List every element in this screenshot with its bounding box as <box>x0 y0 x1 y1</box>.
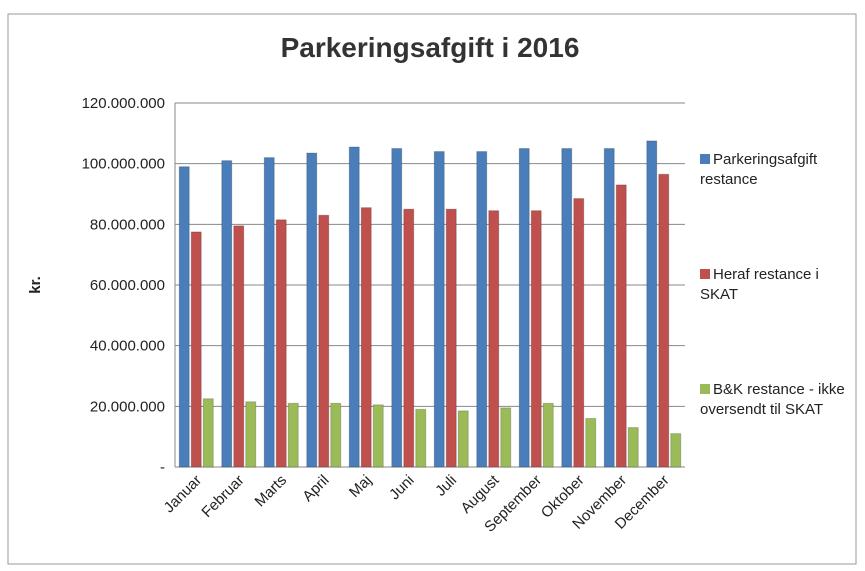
bar <box>202 398 214 468</box>
bar <box>391 148 403 468</box>
bar <box>445 208 457 468</box>
x-tick-label: Maj <box>346 472 375 501</box>
bar <box>627 427 639 468</box>
bar <box>500 407 512 468</box>
bar <box>433 151 445 468</box>
x-tick-label: Marts <box>252 472 291 511</box>
bar <box>670 433 682 468</box>
bar <box>561 148 573 468</box>
bar <box>573 198 585 468</box>
bar <box>603 148 615 468</box>
chart-title: Parkeringsafgift i 2016 <box>281 32 580 63</box>
bar <box>585 417 597 468</box>
bar <box>245 401 257 468</box>
legend-label: Heraf restance i SKAT <box>700 266 819 303</box>
bar <box>542 402 554 468</box>
y-axis-label: kr. <box>27 276 44 294</box>
bar <box>330 402 342 468</box>
bar <box>372 404 384 468</box>
bar <box>615 184 627 468</box>
bar <box>318 214 330 468</box>
y-tick-label: 100.000.000 <box>82 156 165 173</box>
bar <box>415 408 427 468</box>
bar <box>360 207 372 468</box>
y-tick-label: - <box>160 459 165 476</box>
bar <box>263 157 275 468</box>
legend-swatch <box>700 384 710 394</box>
bar <box>190 231 202 468</box>
y-tick-label: 40.000.000 <box>90 338 165 355</box>
legend-item: Heraf restance i SKAT <box>700 265 850 305</box>
y-tick-label: 60.000.000 <box>90 277 165 294</box>
bar <box>658 173 670 468</box>
bar <box>518 148 530 468</box>
bar <box>530 210 542 468</box>
x-tick-label: Februar <box>198 472 247 521</box>
legend-label: Parkeringsafgift restance <box>700 151 818 188</box>
bar <box>306 152 318 468</box>
x-tick-label: Juni <box>386 472 417 503</box>
bar <box>457 410 469 468</box>
bar <box>348 146 360 468</box>
legend-swatch <box>700 269 710 279</box>
legend-item: Parkeringsafgift restance <box>700 150 850 190</box>
bar <box>488 210 500 468</box>
bar <box>233 225 245 468</box>
bar <box>178 166 190 468</box>
x-tick-label: April <box>299 472 332 505</box>
y-tick-label: 20.000.000 <box>90 398 165 415</box>
bar <box>476 151 488 468</box>
legend-swatch <box>700 154 710 164</box>
y-tick-label: 120.000.000 <box>82 95 165 112</box>
bar <box>221 160 233 468</box>
bar <box>403 208 415 468</box>
y-tick-label: 80.000.000 <box>90 216 165 233</box>
bar <box>646 140 658 468</box>
legend-label: B&K restance - ikke oversendt til SKAT <box>700 381 845 418</box>
chart-frame <box>7 13 857 565</box>
x-tick-label: Juli <box>432 472 460 500</box>
legend-item: B&K restance - ikke oversendt til SKAT <box>700 380 850 420</box>
bar <box>275 219 287 468</box>
bar <box>287 402 299 468</box>
